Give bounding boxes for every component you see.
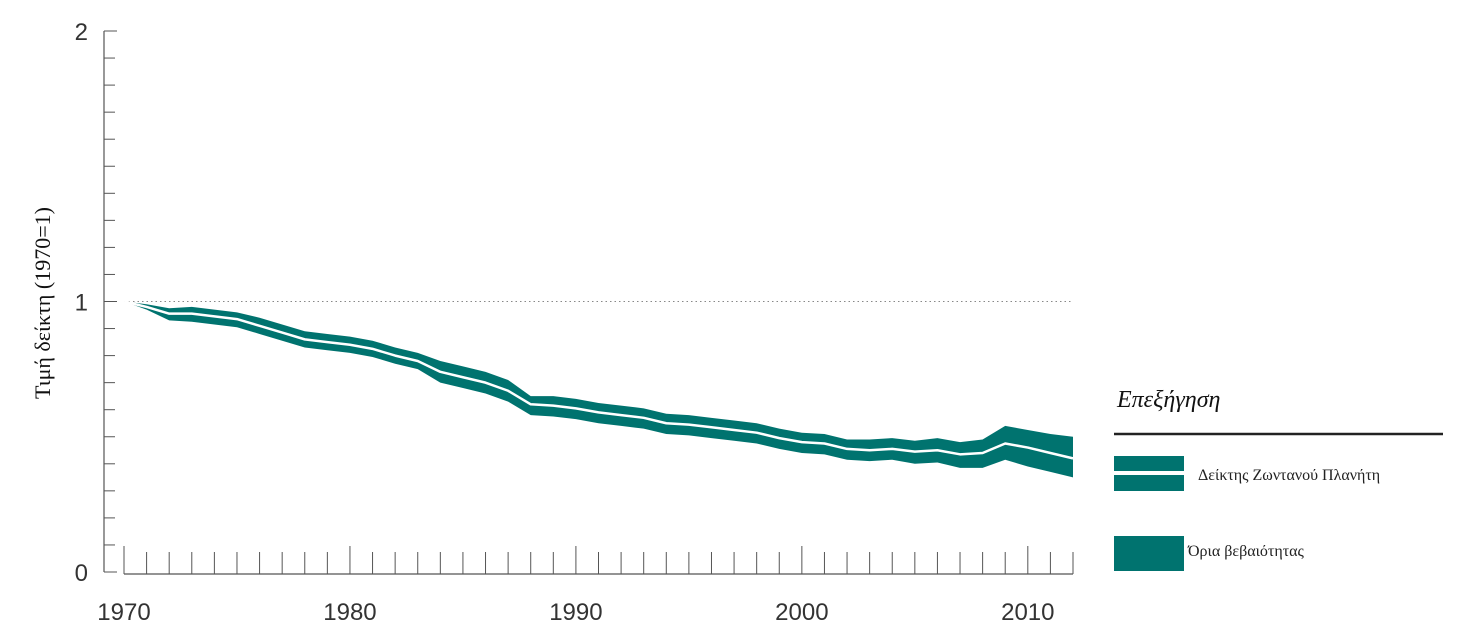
y-tick-label-2: 2: [75, 19, 88, 46]
y-tick-label-0: 0: [75, 560, 88, 587]
legend-label-index: Δείκτης Ζωντανού Πλανήτη: [1198, 467, 1380, 484]
index-series-line: [123, 300, 1074, 460]
legend-swatch-index-stripe: [1114, 471, 1184, 475]
legend: Επεξήγηση Δείκτης Ζωντανού Πλανήτη Όρια …: [1114, 387, 1443, 571]
x-tick-label-2010: 2010: [1001, 599, 1054, 626]
x-tick-label-1980: 1980: [323, 599, 376, 626]
legend-title: Επεξήγηση: [1116, 387, 1220, 413]
legend-label-band: Όρια βεβαιότητας: [1187, 543, 1305, 560]
legend-swatch-confidence-band: [1114, 536, 1184, 571]
x-tick-label-1970: 1970: [97, 599, 150, 626]
x-tick-label-2000: 2000: [775, 599, 828, 626]
x-tick-label-1990: 1990: [549, 599, 602, 626]
legend-item-band: Όρια βεβαιότητας: [1114, 536, 1305, 571]
confidence-band-area: [124, 301, 1073, 478]
y-axis-label: Τιμή δείκτη (1970=1): [30, 207, 55, 399]
axis-layer: 0 1 2 1970 1980 1990 2000 2010: [75, 19, 1074, 626]
y-tick-label-1: 1: [75, 290, 88, 317]
legend-item-index: Δείκτης Ζωντανού Πλανήτη: [1114, 456, 1380, 491]
plot-layer: [123, 300, 1074, 478]
